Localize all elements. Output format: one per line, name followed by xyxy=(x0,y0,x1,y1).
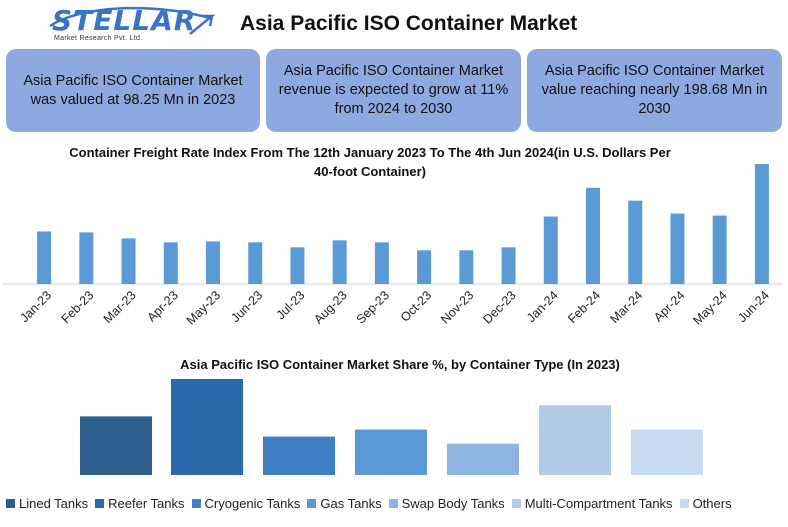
stat-box-valuation: Asia Pacific ISO Container Market was va… xyxy=(6,49,260,132)
stat-box-forecast: Asia Pacific ISO Container Market value … xyxy=(527,49,782,132)
share-chart-title: Asia Pacific ISO Container Market Share … xyxy=(180,357,620,372)
freight-bar xyxy=(543,216,558,284)
legend-label: Reefer Tanks xyxy=(108,495,185,511)
freight-bar xyxy=(248,242,263,284)
legend-label: Cryogenic Tanks xyxy=(204,495,301,511)
legend-item: Cryogenic Tanks xyxy=(191,495,301,511)
freight-bar xyxy=(37,231,52,284)
freight-bar xyxy=(374,242,389,284)
freight-bar xyxy=(163,242,178,284)
legend-swatch xyxy=(191,498,201,508)
freight-bar xyxy=(754,163,769,284)
legend-item: Others xyxy=(679,495,732,511)
freight-bar xyxy=(79,232,94,284)
legend-label: Multi-Compartment Tanks xyxy=(524,495,673,511)
share-bar xyxy=(171,379,243,475)
legend-item: Gas Tanks xyxy=(307,495,382,511)
logo-text: STELLAR xyxy=(52,4,197,37)
freight-bar xyxy=(670,213,685,284)
legend-swatch xyxy=(511,498,521,508)
freight-bar xyxy=(628,200,643,284)
legend-swatch xyxy=(95,498,105,508)
legend-label: Lined Tanks xyxy=(19,495,89,511)
legend-item: Swap Body Tanks xyxy=(388,495,505,511)
freight-bar xyxy=(501,247,516,284)
freight-bar xyxy=(712,215,727,284)
legend-swatch xyxy=(679,498,689,508)
freight-bar xyxy=(417,250,432,284)
legend-swatch xyxy=(307,498,317,508)
legend-label: Gas Tanks xyxy=(320,495,382,511)
legend-label: Others xyxy=(692,495,732,511)
share-bar xyxy=(631,429,703,475)
share-bar xyxy=(447,443,519,475)
legend-swatch xyxy=(388,498,398,508)
freight-bar xyxy=(459,250,474,284)
legend-swatch xyxy=(6,498,15,508)
legend-item: Reefer Tanks xyxy=(95,495,185,511)
stat-box-growth: Asia Pacific ISO Container Market revenu… xyxy=(266,49,521,132)
logo-subtext: Market Research Pvt. Ltd. xyxy=(54,35,143,42)
header: STELLAR Market Research Pvt. Ltd. Asia P… xyxy=(0,0,788,48)
page-title: Asia Pacific ISO Container Market xyxy=(240,12,578,35)
logo-swoosh-icon xyxy=(49,6,216,35)
freight-chart-title: Container Freight Rate Index From The 12… xyxy=(69,145,671,179)
freight-bar xyxy=(121,238,136,284)
legend-item: Lined Tanks xyxy=(6,496,88,511)
legend-item: Multi-Compartment Tanks xyxy=(511,495,673,511)
share-legend: Lined Tanks Reefer Tanks Cryogenic Tanks Ga… xyxy=(6,494,739,512)
share-bar xyxy=(263,436,335,475)
stellar-logo: STELLAR Market Research Pvt. Ltd. xyxy=(40,4,220,48)
freight-bar xyxy=(206,241,220,284)
legend-label: Swap Body Tanks xyxy=(401,495,505,511)
share-bar xyxy=(80,416,152,475)
freight-bar xyxy=(586,187,600,284)
share-bar xyxy=(355,429,427,475)
share-bar xyxy=(539,405,611,475)
freight-bar xyxy=(290,247,305,284)
freight-bar xyxy=(332,240,347,284)
